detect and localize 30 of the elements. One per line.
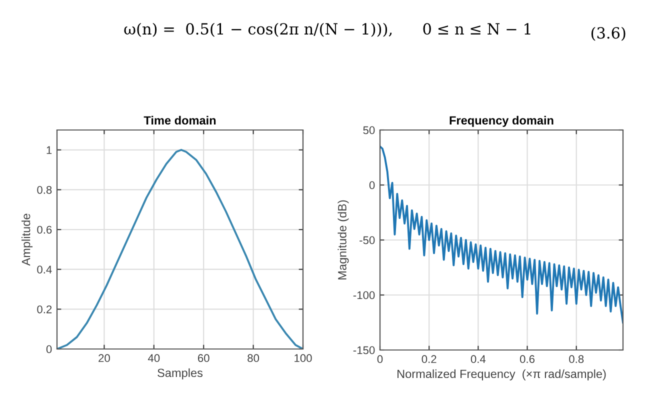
chart-title: Frequency domain	[450, 116, 554, 127]
x-tick-label: 0.4	[470, 355, 486, 364]
x-tick-label: 60	[198, 354, 210, 362]
text: (3.6)	[591, 26, 626, 41]
y-tick-label: -150	[353, 346, 375, 354]
y-tick-label: 0.4	[37, 266, 52, 274]
x-axis-title: Samples	[158, 368, 203, 380]
y-tick-label: 0	[46, 345, 52, 354]
y-tick-label: 0.6	[37, 226, 52, 234]
x-tick-label: 20	[98, 354, 110, 362]
y-tick-label: 0	[369, 181, 375, 190]
x-tick-label: 0.2	[422, 355, 436, 364]
x-tick-label: 40	[148, 354, 160, 362]
text: ω(n) = 0.5(1 − cos(2π n/(N − 1))), 0 ≤ n ≤ N − 1	[124, 22, 530, 37]
y-axis-title: Amplitude	[22, 214, 33, 266]
x-axis-title: Normalized Frequency (×π rad/sample)	[398, 369, 606, 380]
y-axis-title: Magnitude (dB)	[338, 200, 349, 280]
x-tick-label: 0.6	[520, 355, 535, 364]
x-tick-label: 100	[294, 354, 312, 362]
x-tick-label: 0.8	[569, 355, 584, 364]
y-tick-label: 50	[363, 126, 375, 134]
line-series	[380, 146, 623, 324]
y-tick-label: 0.2	[37, 305, 52, 314]
y-tick-label: 1	[46, 146, 52, 154]
y-tick-label: -50	[360, 236, 375, 244]
y-tick-label: -100	[353, 291, 375, 300]
chart-title: Time domain	[144, 116, 216, 125]
x-tick-label: 0	[377, 355, 383, 364]
y-tick-label: 0.8	[37, 186, 52, 194]
x-tick-label: 80	[248, 354, 260, 362]
